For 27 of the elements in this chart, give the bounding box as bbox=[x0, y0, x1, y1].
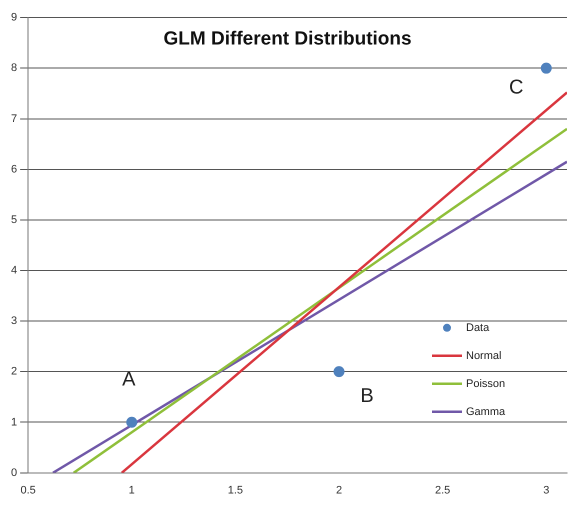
x-tick-label: 2.5 bbox=[434, 484, 450, 496]
legend-label: Gamma bbox=[466, 406, 506, 418]
y-tick-label: 9 bbox=[10, 12, 18, 24]
x-tick-label: 2 bbox=[336, 484, 342, 496]
legend-label: Data bbox=[466, 322, 490, 334]
x-tick-label: 1.5 bbox=[228, 484, 244, 496]
annotation: B bbox=[360, 385, 374, 408]
y-tick-label: 1 bbox=[10, 416, 18, 428]
y-tick-label: 0 bbox=[10, 466, 18, 479]
annotation: C bbox=[509, 76, 524, 99]
y-tick-label: 8 bbox=[10, 62, 18, 74]
y-tick-label: 4 bbox=[10, 264, 18, 277]
legend-label: Poisson bbox=[466, 378, 506, 390]
point bbox=[540, 62, 552, 74]
y-tick-label: 3 bbox=[10, 315, 18, 328]
legend-label: Normal bbox=[466, 350, 502, 362]
y-tick-label: 5 bbox=[10, 214, 18, 226]
point bbox=[126, 416, 138, 428]
y-tick-label: 6 bbox=[10, 163, 18, 176]
x-tick-label: 1 bbox=[128, 484, 135, 496]
x-tick-label: 0.5 bbox=[20, 484, 36, 496]
x-tick-label: 3 bbox=[543, 484, 550, 496]
point bbox=[334, 366, 345, 378]
y-tick-label: 7 bbox=[10, 112, 18, 125]
text: GLM Different Distributions bbox=[164, 28, 412, 50]
y-tick-label: 2 bbox=[10, 366, 18, 378]
annotation: A bbox=[122, 368, 136, 391]
